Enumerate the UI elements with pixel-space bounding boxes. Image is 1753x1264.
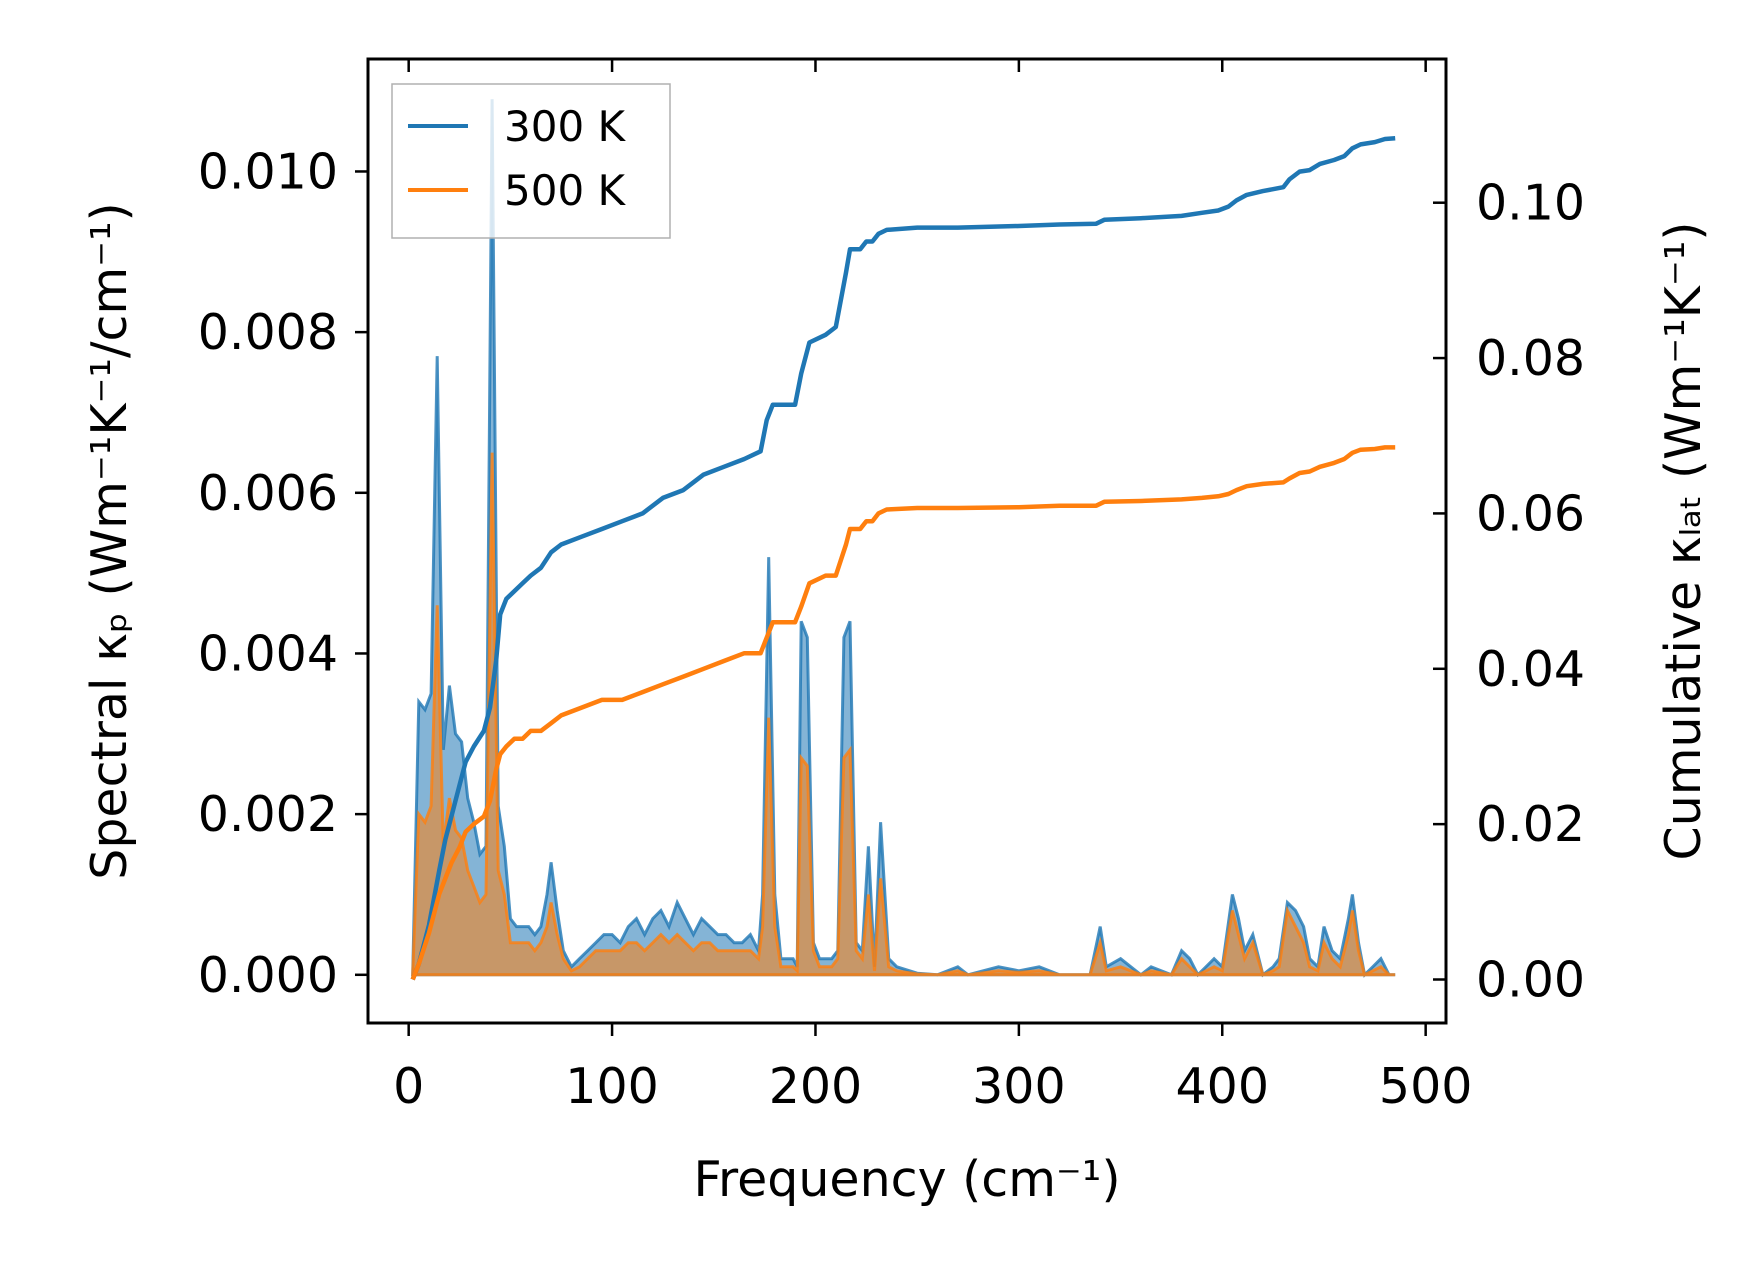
x-tick-label: 200: [769, 1058, 863, 1115]
plot-frame: [366, 57, 1448, 1025]
x-tick-label: 0: [393, 1058, 424, 1115]
y-tick-label-left: 0.010: [198, 143, 338, 200]
x-tick-label: 100: [565, 1058, 659, 1115]
axis-ticks: 0 100 200 300 400 500 0.000 0.002 0.004 0.006 0.00…: [198, 59, 1585, 1115]
y-tick-label-right: 0.02: [1476, 796, 1585, 853]
y-tick-label-right: 0.04: [1476, 641, 1585, 698]
y-tick-label-left: 0.008: [198, 304, 338, 361]
legend-box: [391, 83, 671, 239]
y-tick-label-left: 0.006: [198, 465, 338, 522]
y-axis-left-label: Spectral κₚ (Wm⁻¹K⁻¹/cm⁻¹): [81, 202, 138, 880]
legend-label-300k: 300 K: [504, 102, 627, 151]
spectral-area-500k: [411, 452, 1396, 977]
legend: 300 K 500 K: [391, 83, 671, 239]
y-axis-right-label: Cumulative κₗₐₜ (Wm⁻¹K⁻¹): [1655, 221, 1712, 860]
x-tick-label: 300: [972, 1058, 1066, 1115]
cumulative-line-300k: [410, 135, 1396, 981]
x-axis-label: Frequency (cm⁻¹): [693, 1151, 1120, 1208]
y-tick-label-right: 0.06: [1476, 485, 1585, 542]
cumulative-line-500k: [410, 445, 1396, 981]
x-tick-label: 400: [1175, 1058, 1269, 1115]
y-tick-label-left: 0.004: [198, 625, 338, 682]
y-tick-label-left: 0.002: [198, 786, 338, 843]
y-tick-label-right: 0.10: [1476, 175, 1585, 232]
x-tick-label: 500: [1379, 1058, 1473, 1115]
legend-label-500k: 500 K: [504, 166, 627, 215]
y-tick-label-right: 0.00: [1476, 951, 1585, 1008]
y-tick-label-left: 0.000: [198, 947, 338, 1004]
y-tick-label-right: 0.08: [1476, 330, 1585, 387]
plot-area: [410, 99, 1396, 981]
